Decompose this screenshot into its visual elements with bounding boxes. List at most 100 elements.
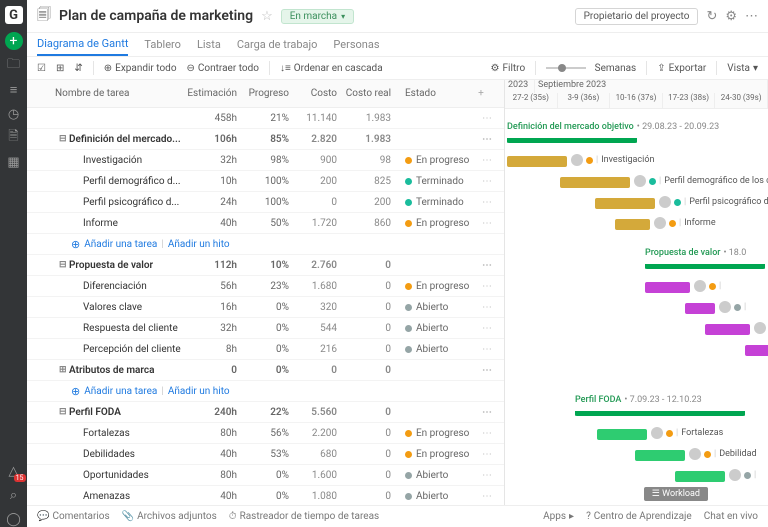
gantt-task-bar[interactable] bbox=[685, 303, 715, 314]
task-row[interactable]: ⊟Propuesta de valor112h10%2.7600⋯ bbox=[27, 255, 504, 276]
notification-icon[interactable]: △ bbox=[6, 463, 22, 479]
summary-row[interactable]: 458h21%11.1401.983⋯ bbox=[27, 108, 504, 129]
settings-icon[interactable]: ⚙ bbox=[725, 9, 737, 24]
task-row[interactable]: Investigación32h98%90098En progreso⋯ bbox=[27, 150, 504, 171]
zoom-slider[interactable]: Semanas bbox=[546, 63, 636, 74]
app-logo[interactable]: G bbox=[5, 6, 23, 24]
tracker-button[interactable]: ⏱ Rastreador de tiempo de tareas bbox=[229, 511, 379, 522]
live-chat[interactable]: Chat en vivo bbox=[704, 511, 758, 522]
expand-all[interactable]: ⊕ Expandir todo bbox=[104, 63, 177, 74]
hierarchy-tool[interactable]: ⇵ bbox=[74, 63, 82, 74]
tab-workload[interactable]: Carga de trabajo bbox=[237, 38, 318, 51]
workload-button[interactable]: ☰ Workload bbox=[644, 487, 708, 501]
tab-people[interactable]: Personas bbox=[333, 38, 379, 51]
checkbox-tool[interactable]: ☑ bbox=[37, 63, 46, 74]
row-menu[interactable]: ⋯ bbox=[471, 449, 504, 460]
row-menu[interactable]: ⋯ bbox=[471, 113, 504, 124]
col-name[interactable]: Nombre de tarea bbox=[27, 88, 187, 99]
history-icon[interactable]: ↻ bbox=[706, 9, 717, 24]
gantt-summary-bar[interactable] bbox=[575, 411, 745, 416]
tab-list[interactable]: Lista bbox=[197, 38, 221, 51]
gantt-task-bar[interactable] bbox=[560, 177, 630, 188]
collapse-toggle[interactable]: ⊟ bbox=[59, 134, 67, 144]
add-milestone-link[interactable]: Añadir un hito bbox=[168, 386, 230, 397]
gantt-summary-bar[interactable] bbox=[645, 264, 765, 269]
learning-center[interactable]: ? Centro de Aprendizaje bbox=[586, 511, 692, 522]
row-menu[interactable]: ⋯ bbox=[471, 134, 504, 145]
row-menu[interactable]: ⋯ bbox=[471, 491, 504, 502]
task-row[interactable]: Valores clave16h0%3200Abierto⋯ bbox=[27, 297, 504, 318]
task-row[interactable]: ⊞Atributos de marca00%00⋯ bbox=[27, 360, 504, 381]
task-row[interactable]: ⊟Perfil FODA240h22%5.5600⋯ bbox=[27, 402, 504, 423]
task-row[interactable]: Perfil psicográfico d...24h100%0200Termi… bbox=[27, 192, 504, 213]
row-menu[interactable]: ⋯ bbox=[471, 365, 504, 376]
gantt-task-bar[interactable] bbox=[705, 324, 750, 335]
profile-icon[interactable]: ◯ bbox=[6, 511, 22, 527]
gantt-task-bar[interactable] bbox=[507, 156, 567, 167]
add-row[interactable]: ⊕ Añadir una tarea | Añadir un hito bbox=[27, 381, 504, 402]
col-estimation[interactable]: Estimación bbox=[187, 88, 243, 99]
task-row[interactable]: Diferenciación56h23%1.6800En progreso⋯ bbox=[27, 276, 504, 297]
row-menu[interactable]: ⋯ bbox=[471, 260, 504, 271]
cascade-sort[interactable]: ↓≡ Ordenar en cascada bbox=[280, 63, 383, 74]
task-row[interactable]: Amenazas40h0%1.0800Abierto⋯ bbox=[27, 486, 504, 505]
view-button[interactable]: Vista ▾ bbox=[727, 63, 758, 74]
gantt-task-bar[interactable] bbox=[595, 198, 655, 209]
row-menu[interactable]: ⋯ bbox=[471, 155, 504, 166]
add-task-link[interactable]: Añadir una tarea bbox=[84, 386, 157, 397]
gantt-task-bar[interactable] bbox=[597, 429, 647, 440]
collapse-toggle[interactable]: ⊞ bbox=[59, 365, 67, 375]
folder-icon[interactable]: 🗀 bbox=[6, 58, 22, 74]
task-row[interactable]: Debilidades40h53%6800En progreso⋯ bbox=[27, 444, 504, 465]
row-menu[interactable]: ⋯ bbox=[471, 281, 504, 292]
row-menu[interactable]: ⋯ bbox=[471, 470, 504, 481]
task-row[interactable]: Fortalezas80h56%2.2000En progreso⋯ bbox=[27, 423, 504, 444]
col-realcost[interactable]: Costo real bbox=[343, 88, 397, 99]
attachments-button[interactable]: 📎 Archivos adjuntos bbox=[122, 511, 217, 522]
task-row[interactable]: Perfil demográfico d...10h100%200825Term… bbox=[27, 171, 504, 192]
list-icon[interactable]: ≡ bbox=[6, 82, 22, 98]
col-status[interactable]: Estado bbox=[397, 88, 471, 99]
col-cost[interactable]: Costo bbox=[295, 88, 343, 99]
row-menu[interactable]: ⋯ bbox=[471, 428, 504, 439]
tab-board[interactable]: Tablero bbox=[144, 38, 181, 51]
row-menu[interactable]: ⋯ bbox=[471, 323, 504, 334]
tab-gantt[interactable]: Diagrama de Gantt bbox=[37, 33, 128, 56]
export-button[interactable]: ⇪ Exportar bbox=[657, 63, 706, 74]
gantt-task-bar[interactable] bbox=[635, 450, 685, 461]
row-menu[interactable]: ⋯ bbox=[471, 218, 504, 229]
task-row[interactable]: Respuesta del cliente32h0%5440Abierto⋯ bbox=[27, 318, 504, 339]
row-menu[interactable]: ⋯ bbox=[471, 302, 504, 313]
add-task-link[interactable]: Añadir una tarea bbox=[84, 239, 157, 250]
gantt-summary-bar[interactable] bbox=[507, 138, 637, 143]
project-title[interactable]: Plan de campaña de marketing bbox=[59, 8, 253, 24]
clock-icon[interactable]: ◷ bbox=[6, 106, 22, 122]
status-pill[interactable]: En marcha ▾ bbox=[281, 9, 354, 24]
task-row[interactable]: ⊟Definición del mercado...106h85%2.8201.… bbox=[27, 129, 504, 150]
columns-tool[interactable]: ⊞ bbox=[56, 63, 64, 74]
row-menu[interactable]: ⋯ bbox=[471, 344, 504, 355]
gantt-task-bar[interactable] bbox=[675, 471, 725, 482]
collapse-toggle[interactable]: ⊟ bbox=[59, 407, 67, 417]
add-row[interactable]: ⊕ Añadir una tarea | Añadir un hito bbox=[27, 234, 504, 255]
task-row[interactable]: Informe40h50%1.720860En progreso⋯ bbox=[27, 213, 504, 234]
add-column[interactable]: + bbox=[471, 88, 491, 99]
task-row[interactable]: Percepción del cliente8h0%2160Abierto⋯ bbox=[27, 339, 504, 360]
search-icon[interactable]: ⌕ bbox=[6, 487, 22, 503]
row-menu[interactable]: ⋯ bbox=[471, 407, 504, 418]
col-progress[interactable]: Progreso bbox=[243, 88, 295, 99]
grid-icon[interactable]: ▦ bbox=[6, 154, 22, 170]
favorite-star[interactable]: ☆ bbox=[261, 9, 273, 24]
collapse-toggle[interactable]: ⊟ bbox=[59, 260, 67, 270]
comments-button[interactable]: 💬 Comentarios bbox=[37, 511, 110, 522]
gantt-task-bar[interactable] bbox=[615, 219, 650, 230]
collapse-all[interactable]: ⊖ Contraer todo bbox=[187, 63, 259, 74]
more-icon[interactable]: ⋯ bbox=[745, 9, 758, 24]
doc-icon[interactable]: 🗎 bbox=[6, 130, 22, 146]
create-button[interactable]: + bbox=[5, 32, 23, 50]
gantt-task-bar[interactable] bbox=[645, 282, 690, 293]
add-milestone-link[interactable]: Añadir un hito bbox=[168, 239, 230, 250]
gantt-task-bar[interactable] bbox=[745, 345, 768, 356]
row-menu[interactable]: ⋯ bbox=[471, 176, 504, 187]
filter-button[interactable]: ⚙ Filtro bbox=[491, 63, 526, 74]
